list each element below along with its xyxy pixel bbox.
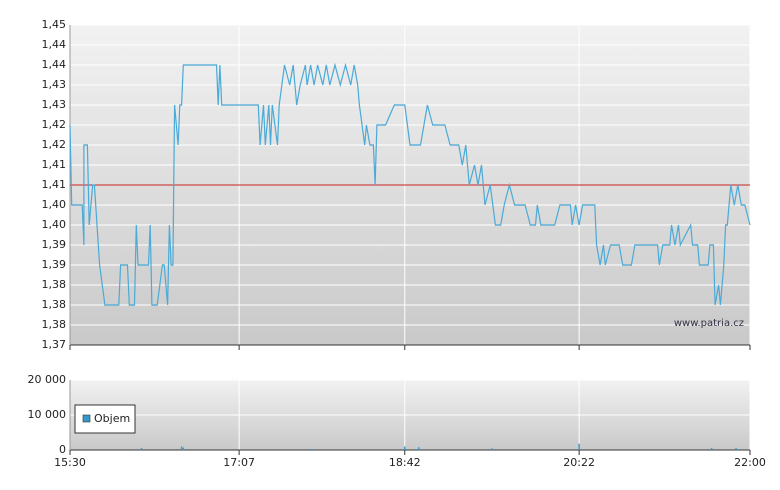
volume-bar: [309, 448, 312, 450]
volume-bar: [140, 447, 143, 450]
volume-bar: [735, 447, 737, 450]
y-tick-label: 0: [59, 443, 66, 456]
y-tick-label: 1,42: [42, 118, 67, 131]
volume-bar: [180, 446, 183, 450]
y-tick-label: 1,43: [42, 78, 67, 91]
y-tick-label: 1,41: [42, 178, 67, 191]
volume-bar: [578, 443, 580, 450]
y-tick-label: 20 000: [28, 373, 67, 386]
y-tick-label: 1,39: [42, 258, 67, 271]
legend-swatch: [82, 414, 91, 423]
volume-bar: [404, 446, 406, 450]
y-tick-label: 1,44: [42, 38, 67, 51]
volume-bar: [182, 447, 185, 450]
y-tick-label: 1,38: [42, 318, 67, 331]
x-tick-label: 17:07: [223, 456, 255, 469]
y-tick-label: 1,38: [42, 278, 67, 291]
y-tick-label: 10 000: [28, 408, 67, 421]
watermark: www.patria.cz: [674, 318, 744, 329]
y-tick-label: 1,44: [42, 58, 67, 71]
volume-bar: [710, 447, 713, 450]
x-tick-label: 20:22: [563, 456, 595, 469]
y-tick-label: 1,39: [42, 238, 67, 251]
y-tick-label: 1,43: [42, 98, 67, 111]
volume-bar: [418, 447, 420, 450]
volume-bar: [491, 448, 493, 450]
y-tick-label: 1,40: [42, 218, 67, 231]
y-tick-label: 1,41: [42, 158, 67, 171]
y-tick-label: 1,37: [42, 338, 67, 351]
y-tick-label: 1,38: [42, 298, 67, 311]
price-line: [69, 62, 751, 306]
y-tick-label: 1,45: [42, 18, 67, 31]
legend-label: Objem: [94, 412, 130, 425]
x-tick-label: 15:30: [54, 456, 86, 469]
x-tick-label: 22:00: [734, 456, 766, 469]
y-tick-label: 1,40: [42, 198, 67, 211]
volume-bar: [71, 448, 73, 450]
x-tick-label: 18:42: [389, 456, 421, 469]
y-tick-label: 1,42: [42, 138, 67, 151]
